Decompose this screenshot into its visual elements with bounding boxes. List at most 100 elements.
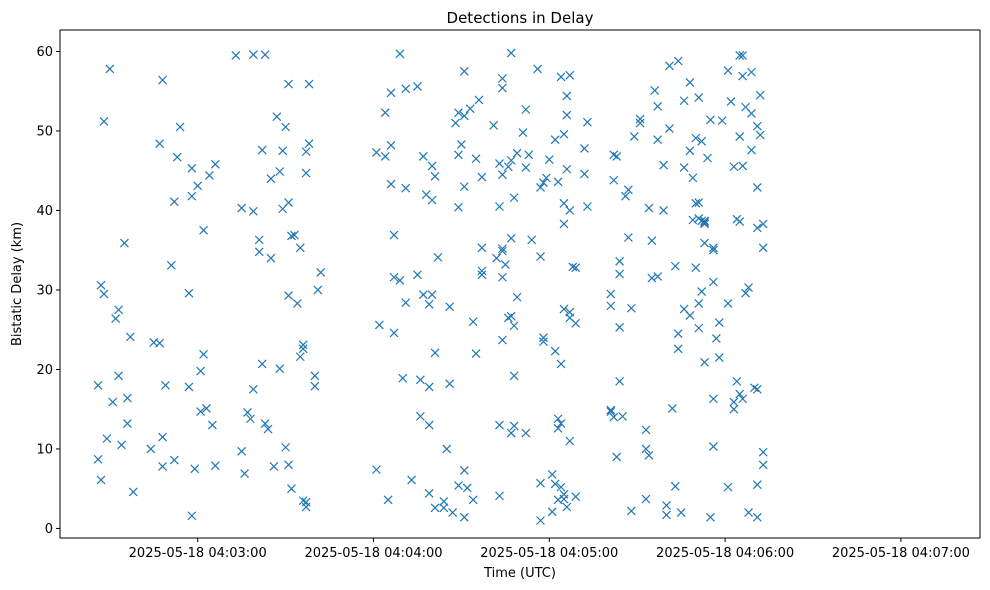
data-point — [565, 70, 575, 80]
data-point — [243, 407, 252, 417]
data-point — [700, 238, 710, 248]
data-point — [703, 153, 712, 163]
data-point — [260, 419, 270, 428]
data-point — [158, 432, 167, 442]
data-point — [471, 154, 481, 164]
data-point — [623, 185, 633, 195]
data-point — [556, 359, 566, 369]
data-point — [662, 510, 671, 520]
data-point — [395, 275, 405, 285]
data-point — [506, 48, 516, 58]
data-point — [644, 450, 654, 460]
data-point — [459, 182, 469, 192]
data-point — [284, 291, 293, 300]
data-point — [735, 217, 745, 227]
data-point — [691, 263, 701, 273]
data-point — [495, 491, 504, 501]
data-point — [509, 371, 519, 381]
data-point — [275, 364, 285, 374]
data-point — [301, 168, 311, 178]
data-point — [184, 382, 194, 392]
data-point — [752, 121, 762, 131]
data-point — [120, 238, 129, 248]
data-point — [497, 83, 507, 93]
data-point — [489, 120, 499, 130]
data-point — [310, 381, 320, 391]
data-point — [199, 225, 208, 235]
data-point — [295, 352, 305, 362]
data-point — [398, 373, 408, 383]
data-point — [172, 152, 182, 162]
data-point — [372, 148, 381, 157]
data-point — [606, 405, 616, 415]
data-point — [629, 132, 639, 141]
data-point — [451, 118, 460, 128]
data-point — [442, 444, 452, 454]
data-point — [700, 219, 710, 229]
data-point — [559, 304, 569, 314]
data-point — [708, 277, 718, 287]
data-point — [676, 508, 686, 517]
data-point — [281, 122, 291, 132]
data-point — [626, 303, 636, 313]
data-point — [471, 349, 481, 358]
data-point — [459, 66, 469, 76]
data-point — [454, 202, 463, 212]
data-point — [193, 181, 203, 191]
data-point — [99, 289, 109, 299]
data-point — [386, 88, 396, 98]
data-point — [539, 178, 548, 188]
data-point — [96, 280, 106, 290]
data-point — [237, 446, 247, 456]
data-point — [752, 384, 762, 394]
data-point — [536, 516, 545, 525]
data-point — [187, 511, 197, 521]
data-point — [758, 243, 768, 253]
data-point — [647, 273, 657, 283]
y-tick-label: 0 — [45, 522, 53, 537]
data-point — [521, 163, 531, 172]
data-point — [210, 159, 220, 169]
data-point — [497, 244, 507, 254]
data-point — [454, 150, 463, 160]
data-point — [102, 434, 112, 444]
data-point — [246, 414, 255, 424]
data-point — [679, 96, 689, 106]
data-point — [146, 444, 156, 454]
data-point — [612, 452, 622, 462]
data-point — [615, 269, 625, 279]
data-point — [284, 79, 293, 89]
data-point — [659, 206, 668, 215]
data-point — [747, 145, 756, 155]
data-point — [99, 116, 109, 126]
data-point — [500, 260, 510, 269]
data-point — [187, 163, 197, 173]
data-point — [685, 78, 695, 87]
data-point — [565, 436, 575, 446]
data-point — [301, 147, 311, 157]
data-point — [424, 420, 434, 430]
data-point — [445, 302, 455, 312]
data-point — [752, 512, 762, 522]
data-point — [653, 272, 663, 281]
data-point — [729, 397, 739, 407]
data-point — [155, 139, 165, 149]
data-point — [439, 503, 449, 513]
data-point — [665, 61, 674, 71]
data-point — [635, 118, 645, 128]
data-point — [708, 394, 718, 404]
data-point — [700, 217, 710, 227]
data-point — [497, 170, 507, 180]
data-point — [122, 419, 132, 428]
data-point — [266, 174, 276, 184]
data-point — [641, 444, 651, 454]
data-point — [237, 203, 247, 213]
y-axis-label: Bistatic Delay (km) — [10, 222, 25, 346]
data-point — [708, 442, 718, 452]
data-point — [93, 380, 103, 390]
data-point — [248, 206, 258, 216]
data-point — [231, 51, 241, 60]
data-point — [477, 270, 487, 280]
data-point — [248, 50, 258, 60]
data-point — [653, 135, 663, 145]
